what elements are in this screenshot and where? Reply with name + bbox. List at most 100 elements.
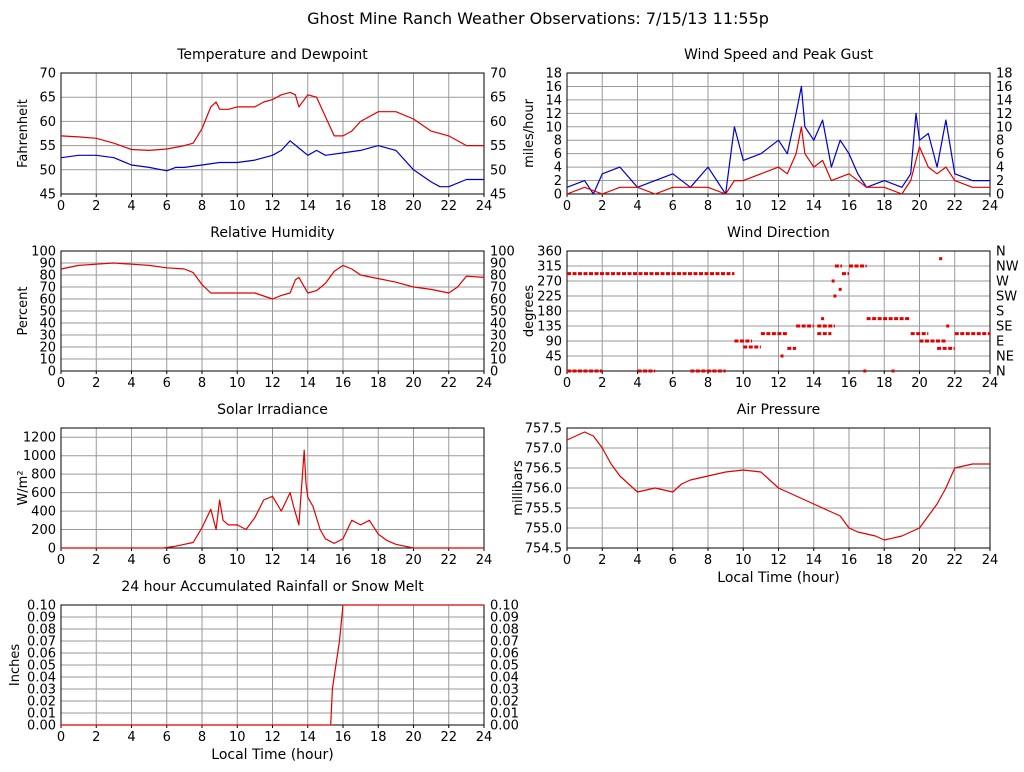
y-tick-label: 60 <box>39 293 56 308</box>
x-tick-label: 20 <box>405 199 422 214</box>
x-tick-label: 2 <box>92 376 100 391</box>
chart-title: Relative Humidity <box>210 225 334 241</box>
x-tick-label: 2 <box>598 553 606 568</box>
y-tick-label-right: 50 <box>490 163 507 178</box>
x-tick-label: 22 <box>440 730 457 745</box>
y-tick-label-right: 0.07 <box>490 635 519 650</box>
x-tick-label: 0 <box>57 730 65 745</box>
y-axis-label: miles/hour <box>522 98 537 167</box>
y-tick-label-right: 70 <box>490 281 507 296</box>
y-tick-label-right: 2 <box>996 174 1004 189</box>
x-tick-label: 14 <box>805 376 822 391</box>
y-tick-label-right: 0.01 <box>490 707 519 722</box>
x-tick-label: 14 <box>299 553 316 568</box>
x-tick-label: 16 <box>335 376 352 391</box>
x-tick-label: 20 <box>911 553 928 568</box>
chart-title: 24 hour Accumulated Rainfall or Snow Mel… <box>121 579 424 595</box>
y-tick-label-right: 65 <box>490 91 507 106</box>
direction-point <box>891 369 895 373</box>
direction-point <box>780 354 784 358</box>
x-tick-label: 24 <box>476 730 493 745</box>
x-tick-label: 22 <box>946 199 963 214</box>
series-line-red <box>60 91 484 151</box>
x-tick-label: 6 <box>669 376 677 391</box>
x-tick-label: 8 <box>704 199 712 214</box>
compass-label: SE <box>996 320 1012 335</box>
x-tick-label: 4 <box>633 553 641 568</box>
x-tick-label: 2 <box>92 730 100 745</box>
x-tick-label: 18 <box>876 376 893 391</box>
x-tick-label: 10 <box>229 199 246 214</box>
y-tick-label: 45 <box>545 350 562 365</box>
y-tick-label: 10 <box>39 353 56 368</box>
x-tick-label: 6 <box>163 553 171 568</box>
series-line-blue <box>566 85 990 195</box>
x-tick-label: 20 <box>405 730 422 745</box>
chart-title: Temperature and Dewpoint <box>176 47 368 63</box>
y-tick-label-right: 90 <box>490 257 507 272</box>
y-tick-label: 0 <box>48 542 56 557</box>
direction-point <box>831 279 835 283</box>
x-tick-label: 0 <box>563 553 571 568</box>
x-tick-label: 22 <box>440 199 457 214</box>
x-tick-label: 24 <box>476 376 493 391</box>
y-tick-label-right: 50 <box>490 305 507 320</box>
x-tick-label: 24 <box>982 376 999 391</box>
y-tick-label-right: 60 <box>490 293 507 308</box>
y-tick-label: 400 <box>31 505 56 520</box>
y-tick-label-right: 30 <box>490 329 507 344</box>
y-tick-label: 135 <box>537 320 562 335</box>
x-tick-label: 0 <box>57 199 65 214</box>
y-tick-label: 90 <box>545 335 562 350</box>
x-tick-label: 20 <box>405 553 422 568</box>
y-tick-label-right: 18 <box>996 67 1013 82</box>
y-axis-label: Percent <box>16 287 31 336</box>
y-tick-label: 0.01 <box>27 707 56 722</box>
y-tick-label: 0.05 <box>27 659 56 674</box>
x-tick-label: 16 <box>335 199 352 214</box>
x-tick-label: 10 <box>229 376 246 391</box>
x-tick-label: 14 <box>299 199 316 214</box>
x-tick-label: 10 <box>229 730 246 745</box>
x-tick-label: 12 <box>770 376 787 391</box>
x-tick-label: 22 <box>946 553 963 568</box>
x-tick-label: 18 <box>876 199 893 214</box>
x-tick-label: 12 <box>264 730 281 745</box>
chart-title: Wind Speed and Peak Gust <box>684 47 873 63</box>
series-line-red <box>60 262 485 300</box>
y-tick-label: 756.0 <box>525 482 562 497</box>
y-tick-label-right: 0.00 <box>490 719 519 734</box>
chart-title: Air Pressure <box>737 402 820 418</box>
x-tick-label: 12 <box>264 199 281 214</box>
x-tick-label: 20 <box>911 199 928 214</box>
y-tick-label: 0.10 <box>27 599 56 614</box>
direction-point <box>833 294 837 298</box>
y-tick-label: 200 <box>31 523 56 538</box>
x-tick-label: 6 <box>163 376 171 391</box>
y-tick-label-right: 0.03 <box>490 683 519 698</box>
x-tick-label: 0 <box>57 376 65 391</box>
y-axis-label: Fahrenheit <box>16 99 31 168</box>
y-tick-label-right: 0.02 <box>490 695 519 710</box>
x-tick-label: 16 <box>841 376 858 391</box>
compass-label: E <box>996 335 1004 350</box>
y-tick-label: 0.07 <box>27 635 56 650</box>
y-tick-label: 40 <box>39 317 56 332</box>
y-tick-label: 1000 <box>23 449 56 464</box>
compass-label: S <box>996 305 1004 320</box>
y-tick-label: 754.5 <box>525 542 562 557</box>
y-tick-label-right: 0.05 <box>490 659 519 674</box>
y-tick-label-right: 80 <box>490 269 507 284</box>
y-tick-label: 4 <box>554 161 562 176</box>
series-line-red <box>566 431 990 541</box>
x-tick-label: 10 <box>735 553 752 568</box>
x-tick-label: 22 <box>440 376 457 391</box>
direction-point <box>939 257 943 261</box>
y-tick-label: 50 <box>39 305 56 320</box>
y-tick-label: 0.02 <box>27 695 56 710</box>
y-tick-label: 757.5 <box>525 422 562 437</box>
